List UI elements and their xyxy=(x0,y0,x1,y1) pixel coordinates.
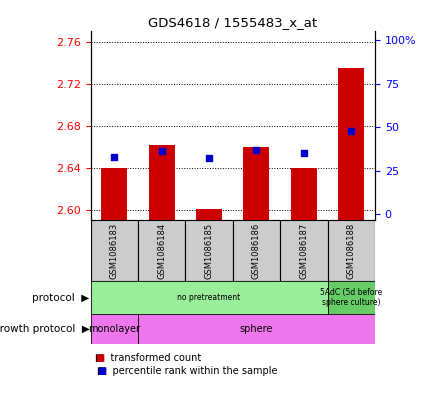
Text: GSM1086187: GSM1086187 xyxy=(299,222,307,279)
Bar xyxy=(338,68,363,220)
Text: ■  percentile rank within the sample: ■ percentile rank within the sample xyxy=(97,366,277,376)
Title: GDS4618 / 1555483_x_at: GDS4618 / 1555483_x_at xyxy=(148,16,316,29)
Text: no pretreatment: no pretreatment xyxy=(177,293,240,302)
Bar xyxy=(232,220,280,281)
Bar xyxy=(138,314,374,344)
Bar xyxy=(148,145,174,220)
Text: monolayer: monolayer xyxy=(88,324,140,334)
Text: growth protocol  ▶: growth protocol ▶ xyxy=(0,324,89,334)
Bar xyxy=(185,220,232,281)
Text: ■: ■ xyxy=(97,366,106,376)
Bar xyxy=(101,168,127,220)
Bar xyxy=(290,168,316,220)
Point xyxy=(158,148,165,154)
Text: ■: ■ xyxy=(95,353,104,363)
Bar xyxy=(280,220,327,281)
Text: ■  transformed count: ■ transformed count xyxy=(95,353,201,363)
Bar xyxy=(90,314,138,344)
Bar xyxy=(327,281,374,314)
Text: GSM1086183: GSM1086183 xyxy=(110,222,118,279)
Bar xyxy=(138,220,185,281)
Point xyxy=(205,155,212,162)
Text: protocol  ▶: protocol ▶ xyxy=(32,293,89,303)
Text: GSM1086185: GSM1086185 xyxy=(204,222,213,279)
Point xyxy=(300,150,307,156)
Bar xyxy=(243,147,269,220)
Bar xyxy=(90,220,138,281)
Bar xyxy=(90,281,327,314)
Text: GSM1086184: GSM1086184 xyxy=(157,222,166,279)
Text: GSM1086188: GSM1086188 xyxy=(346,222,355,279)
Text: GSM1086186: GSM1086186 xyxy=(252,222,260,279)
Point xyxy=(252,147,259,153)
Text: 5AdC (5d before
sphere culture): 5AdC (5d before sphere culture) xyxy=(319,288,381,307)
Point xyxy=(347,127,354,134)
Text: sphere: sphere xyxy=(239,324,273,334)
Bar xyxy=(327,220,374,281)
Point xyxy=(111,154,117,160)
Bar xyxy=(196,209,221,220)
